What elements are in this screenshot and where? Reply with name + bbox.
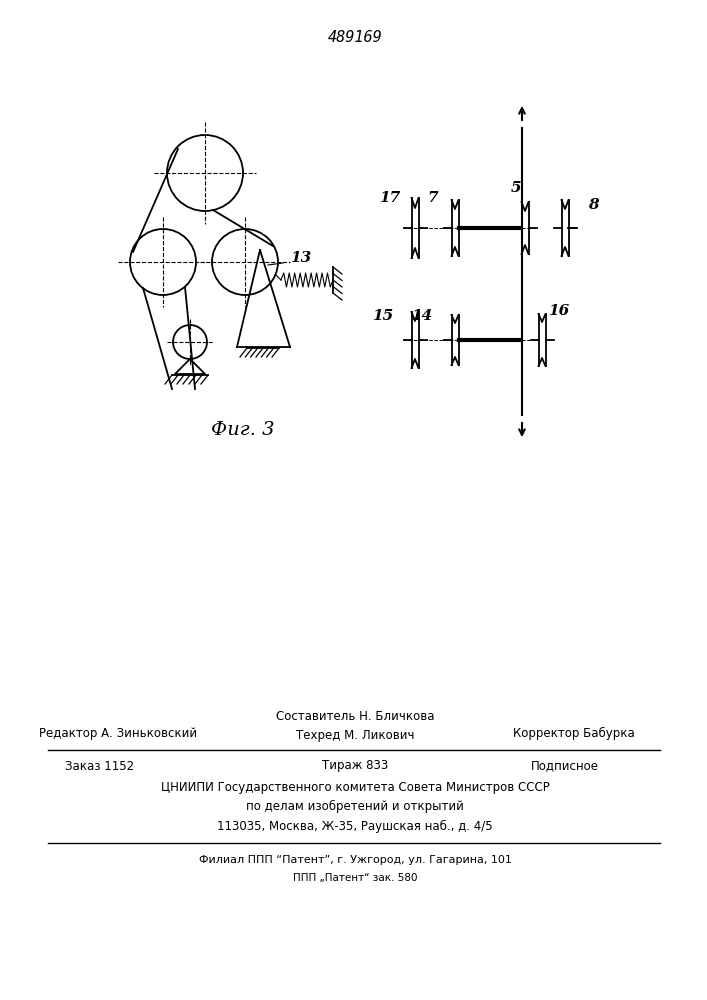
Text: Подписное: Подписное: [531, 760, 599, 772]
Text: 489169: 489169: [327, 30, 382, 45]
Text: ЦНИИПИ Государственного комитета Совета Министров СССР: ЦНИИПИ Государственного комитета Совета …: [160, 782, 549, 794]
Text: Составитель Н. Бличкова: Составитель Н. Бличкова: [276, 710, 434, 724]
Text: 13: 13: [290, 251, 311, 265]
Text: Техред М. Ликович: Техред М. Ликович: [296, 728, 414, 742]
Text: 15: 15: [372, 309, 393, 323]
Text: 8: 8: [588, 198, 599, 212]
Text: Корректор Бабурка: Корректор Бабурка: [513, 726, 635, 740]
Text: 113035, Москва, Ж-35, Раушская наб., д. 4/5: 113035, Москва, Ж-35, Раушская наб., д. …: [217, 819, 493, 833]
Text: Филиал ППП “Патент”, г. Ужгород, ул. Гагарина, 101: Филиал ППП “Патент”, г. Ужгород, ул. Гаг…: [199, 855, 511, 865]
Text: Редактор А. Зиньковский: Редактор А. Зиньковский: [39, 726, 197, 740]
Text: ППП „Патент“ зак. 580: ППП „Патент“ зак. 580: [293, 873, 417, 883]
Text: 14: 14: [411, 309, 432, 323]
Text: Заказ 1152: Заказ 1152: [66, 760, 134, 772]
Text: 7: 7: [427, 191, 438, 205]
Text: 16: 16: [548, 304, 569, 318]
Text: по делам изобретений и открытий: по делам изобретений и открытий: [246, 799, 464, 813]
Text: Фиг. 3: Фиг. 3: [211, 421, 275, 439]
Text: 17: 17: [379, 191, 400, 205]
Text: Тираж 833: Тираж 833: [322, 760, 388, 772]
Text: 5: 5: [510, 181, 521, 195]
